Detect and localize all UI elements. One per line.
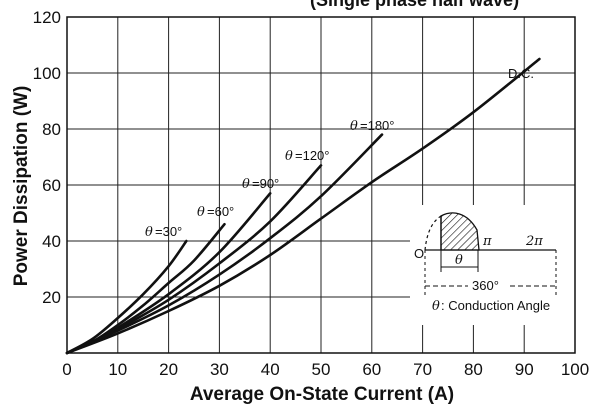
- series-line: [65, 57, 541, 355]
- theta-30-label: θ =30°: [145, 224, 182, 240]
- inset-caption-symbol: θ: [432, 299, 440, 314]
- series-line: [65, 222, 226, 355]
- theta-120-label: θ =120°: [285, 148, 329, 164]
- series-line: [65, 239, 188, 355]
- y-tick-label: 80: [42, 120, 61, 139]
- svg-text:θ: θ: [285, 149, 293, 164]
- theta-90-label: θ =90°: [242, 176, 279, 192]
- y-axis-label: Power Dissipation (W): [11, 86, 32, 287]
- dc-label: D.C.: [508, 66, 534, 81]
- series-line: [65, 133, 384, 355]
- x-tick-label: 10: [108, 360, 127, 379]
- svg-text:θ: θ: [350, 119, 358, 134]
- svg-text:θ: θ: [197, 205, 205, 220]
- svg-text:=90°: =90°: [252, 176, 279, 191]
- inset-caption: : Conduction Angle: [441, 298, 550, 313]
- y-tick-label: 60: [42, 176, 61, 195]
- theta-60-label: θ =60°: [197, 204, 234, 220]
- x-tick-label: 80: [464, 360, 483, 379]
- tick-labels: 0 10 20 30 40 50 60 70 80 90 100 20 40 60 80 100 120: [33, 8, 590, 379]
- theta-180-label: θ =180°: [350, 118, 394, 134]
- x-tick-label: 70: [413, 360, 432, 379]
- plot-frame: [66, 16, 576, 354]
- y-tick-label: 120: [33, 8, 61, 27]
- inset-dashed-wave: [424, 215, 442, 251]
- inset-span-label: 360°: [472, 278, 499, 293]
- x-tick-label: 50: [312, 360, 331, 379]
- x-tick-label: 40: [261, 360, 280, 379]
- svg-text:=180°: =180°: [360, 118, 394, 133]
- inset-two-pi-label: 2π: [525, 234, 543, 249]
- curves: [65, 57, 541, 355]
- x-tick-label: 20: [159, 360, 178, 379]
- y-tick-label: 40: [42, 232, 61, 251]
- svg-text:=60°: =60°: [207, 204, 234, 219]
- x-tick-label: 60: [362, 360, 381, 379]
- chart-title: (Single phase half wave): [310, 0, 519, 10]
- x-tick-label: 30: [210, 360, 229, 379]
- x-tick-label: 100: [561, 360, 589, 379]
- inset-theta: θ: [455, 253, 463, 268]
- x-tick-label: 0: [62, 360, 71, 379]
- svg-text:θ: θ: [145, 225, 153, 240]
- inset-hatched-region: [440, 212, 480, 251]
- svg-text:θ: θ: [242, 177, 250, 192]
- svg-text:=30°: =30°: [155, 224, 182, 239]
- svg-text:=120°: =120°: [295, 148, 329, 163]
- y-tick-label: 20: [42, 288, 61, 307]
- inset-origin-label: O: [414, 246, 424, 261]
- x-tick-label: 90: [515, 360, 534, 379]
- conduction-angle-inset: θ π 2π O 360° θ : Conduction Angle: [410, 205, 575, 325]
- x-axis-label: Average On-State Current (A): [190, 384, 454, 405]
- y-tick-label: 100: [33, 64, 61, 83]
- inset-pi-label: π: [482, 234, 492, 249]
